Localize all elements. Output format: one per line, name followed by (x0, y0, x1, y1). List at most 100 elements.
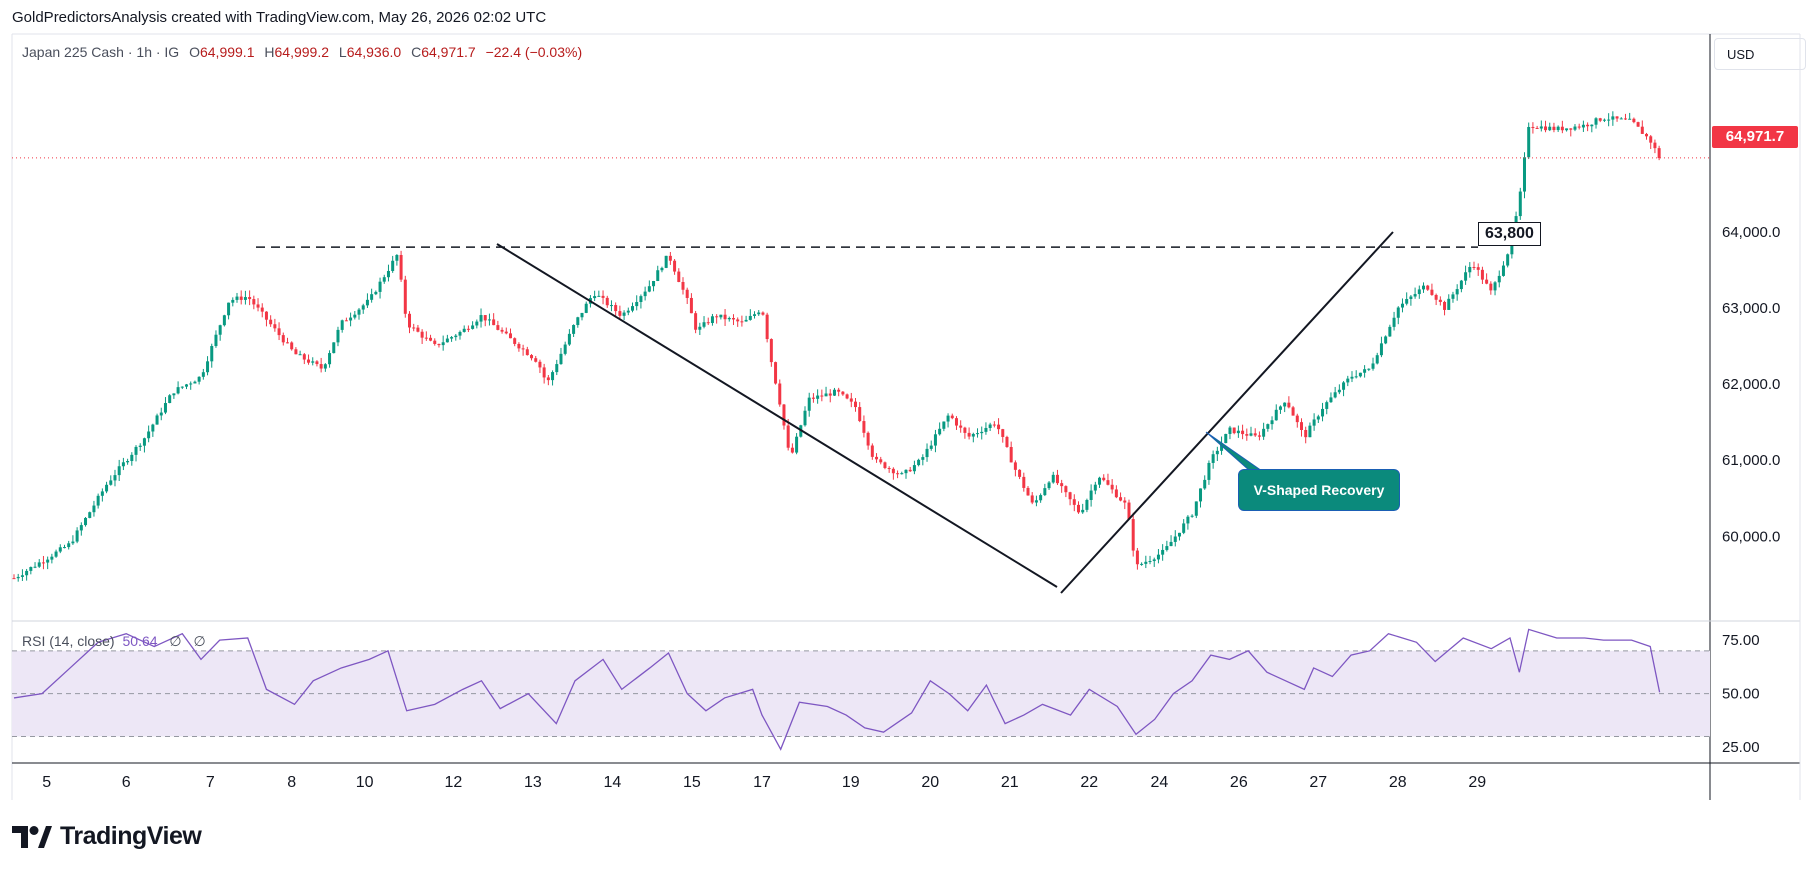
candle-body (227, 302, 231, 316)
candle-body (635, 301, 639, 307)
close-value: 64,971.7 (421, 44, 476, 60)
candle-body (584, 303, 588, 313)
candle-body (214, 334, 218, 347)
symbol-name[interactable]: Japan 225 Cash · 1h · IG (22, 44, 180, 60)
candle-body (891, 468, 895, 474)
candle-body (1405, 298, 1409, 304)
candle-body (1236, 430, 1240, 434)
candle-body (933, 434, 937, 446)
rsi-tick-label: 50.00 (1722, 686, 1760, 703)
candle-body (29, 567, 33, 571)
open-value: 64,999.1 (199, 44, 255, 60)
candle-body (1375, 355, 1379, 364)
candle-body (1123, 500, 1127, 503)
currency-selector[interactable]: USD (1714, 38, 1806, 70)
candle-body (517, 343, 521, 349)
rsi-value: 50.64 (122, 633, 158, 649)
candle-body (294, 349, 298, 355)
candle-body (500, 329, 504, 332)
candle-body (1207, 462, 1211, 480)
candle-body (1480, 269, 1484, 280)
candle-body (222, 315, 226, 326)
rsi-name[interactable]: RSI (14, close) (22, 633, 115, 649)
candle-body (1392, 317, 1396, 327)
candle-body (757, 312, 761, 315)
candle-body (349, 317, 353, 321)
candle-body (479, 315, 483, 322)
candle-body (1459, 280, 1463, 290)
candle-body (1022, 476, 1026, 488)
candle-body (370, 294, 374, 300)
candle-body (67, 543, 71, 548)
candle-body (403, 279, 407, 314)
candle-body (1527, 126, 1531, 158)
time-tick-label: 15 (683, 774, 701, 791)
candle-body (521, 348, 525, 350)
candle-body (1203, 479, 1207, 489)
candle-body (508, 333, 512, 339)
candle-body (908, 469, 912, 472)
candle-body (218, 325, 222, 335)
candle-body (837, 389, 841, 392)
candle-body (168, 395, 172, 404)
candle-body (710, 316, 714, 324)
candle-body (1144, 561, 1148, 564)
candle-body (1169, 541, 1173, 547)
time-tick-label: 5 (42, 774, 51, 791)
candle-body (1287, 402, 1291, 408)
candle-body (121, 462, 125, 467)
candle-body (555, 364, 559, 373)
attribution-text: GoldPredictorsAnalysis created with Trad… (12, 9, 547, 26)
candle-body (1190, 515, 1194, 517)
candle-body (1598, 118, 1602, 121)
uptrend-line (1060, 231, 1394, 594)
time-tick-label: 17 (753, 774, 771, 791)
candle-body (542, 367, 546, 378)
candle-body (664, 255, 668, 268)
candle-body (597, 295, 601, 297)
tradingview-logo[interactable]: TradingView (12, 822, 202, 851)
candle-body (1043, 488, 1047, 496)
candle-body (382, 277, 386, 282)
candle-body (62, 547, 66, 549)
candle-body (563, 344, 567, 354)
candle-body (1409, 296, 1413, 299)
candle-body (546, 377, 550, 381)
v-shaped-recovery-callout[interactable]: V-Shaped Recovery (1238, 469, 1400, 511)
candle-body (1102, 477, 1106, 481)
candle-body (412, 327, 416, 329)
candle-body (1544, 126, 1548, 131)
candle-body (1522, 157, 1526, 192)
candle-body (374, 291, 378, 295)
candle-body (378, 281, 382, 292)
candle-body (706, 322, 710, 324)
candle-body (248, 297, 252, 300)
candle-body (748, 315, 752, 320)
candle-body (420, 331, 424, 338)
candle-body (429, 337, 433, 341)
candle-body (1093, 484, 1097, 491)
time-tick-label: 6 (122, 774, 131, 791)
candle-body (1148, 561, 1152, 563)
candle-body (1539, 126, 1543, 129)
candle-body (1055, 474, 1059, 484)
candle-body (1552, 126, 1556, 131)
candle-body (1333, 392, 1337, 398)
candle-body (185, 384, 189, 387)
time-tick-label: 24 (1150, 774, 1168, 791)
time-tick-label: 8 (287, 774, 296, 791)
candle-body (180, 386, 184, 388)
price-tick-label: 62,000.0 (1722, 376, 1780, 393)
candle-body (399, 255, 403, 280)
candle-body (50, 556, 54, 560)
candle-body (445, 338, 449, 343)
candle-body (290, 342, 294, 350)
candle-body (976, 433, 980, 435)
candle-body (454, 335, 458, 338)
candle-body (340, 320, 344, 330)
candle-body (950, 415, 954, 419)
candle-body (988, 424, 992, 428)
candle-body (1304, 429, 1308, 438)
candle-body (1649, 136, 1653, 143)
